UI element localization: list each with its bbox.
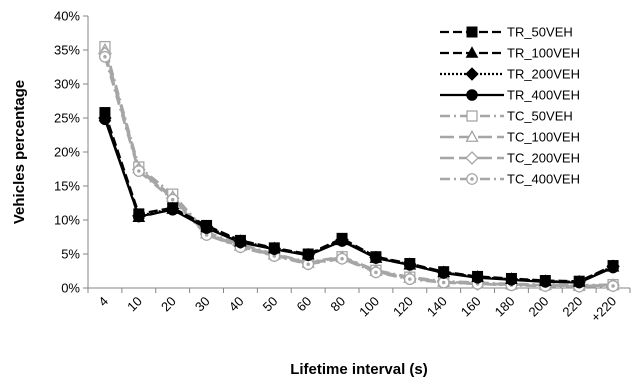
- x-axis-title: Lifetime interval (s): [290, 361, 428, 378]
- legend-item: TC_400VEH: [440, 172, 580, 187]
- marker-square: [466, 110, 478, 122]
- x-ticks: 4 10 20 30 40 50 60 80 100 120 140 160 180 200 220 +220: [87, 288, 631, 325]
- marker-circle: [268, 243, 281, 255]
- legend-label: TR_200VEH: [507, 67, 580, 82]
- y-axis-title: Vehicles percentage: [11, 80, 28, 224]
- legend-item: TR_50VEH: [440, 25, 573, 40]
- marker-diamond: [465, 67, 479, 81]
- legend-item: TR_200VEH: [440, 67, 580, 82]
- marker-circle-dot: [306, 262, 310, 266]
- marker-circle-dot: [137, 169, 141, 173]
- legend-label: TC_50VEH: [507, 109, 573, 124]
- y-tick-label: 20%: [54, 145, 80, 160]
- marker-circle: [573, 276, 585, 289]
- legend-label: TC_100VEH: [507, 130, 580, 145]
- legend-item: TR_400VEH: [440, 88, 580, 103]
- marker-circle: [336, 235, 348, 247]
- marker-triangle: [465, 129, 479, 142]
- x-tick-label: 220: [559, 294, 585, 320]
- marker-circle-dot: [103, 55, 107, 59]
- marker-square: [466, 26, 478, 38]
- legend-label: TC_400VEH: [507, 172, 580, 187]
- x-tick-label: 160: [458, 294, 484, 320]
- legend-label: TR_100VEH: [507, 46, 580, 61]
- legend: TR_50VEH TR_100VEH TR_200VEH TR_400VEH TC_50…: [440, 25, 580, 187]
- x-tick-label: 60: [293, 294, 314, 315]
- series-lines: [103, 46, 614, 288]
- y-ticks: 0% 5% 10% 15% 20% 25% 30% 35% 40%: [54, 9, 88, 296]
- x-tick-label: 200: [525, 294, 551, 320]
- marker-circle-dot: [204, 233, 209, 237]
- x-tick-label: 30: [192, 294, 213, 315]
- marker-circle-dot: [470, 177, 474, 181]
- legend-item: TR_100VEH: [440, 46, 580, 61]
- x-tick-label: 140: [424, 294, 450, 320]
- marker-circle: [133, 210, 145, 223]
- y-tick-label: 0%: [61, 281, 80, 296]
- marker-triangle: [465, 46, 479, 58]
- x-tick-label: 4: [95, 294, 111, 310]
- marker-circle: [466, 89, 478, 101]
- marker-circle-dot: [408, 277, 412, 281]
- marker-circle-dot: [374, 270, 378, 275]
- marker-circle: [404, 259, 416, 271]
- marker-circle: [539, 276, 552, 288]
- marker-circle: [471, 272, 484, 284]
- marker-circle-dot: [170, 197, 175, 202]
- series-markers: [98, 40, 620, 293]
- y-tick-label: 5%: [61, 247, 80, 262]
- x-tick-label: 10: [124, 294, 145, 315]
- legend-item: TC_200VEH: [440, 151, 580, 166]
- x-tick-label: +220: [588, 294, 619, 325]
- y-tick-label: 15%: [54, 179, 80, 194]
- marker-circle-dot: [340, 257, 344, 261]
- x-tick-label: 180: [492, 294, 518, 320]
- series-line-tr-400veh: [103, 118, 614, 284]
- y-tick-label: 10%: [54, 213, 80, 228]
- series-markers-tc-200veh: [98, 46, 620, 293]
- marker-circle-dot: [272, 254, 277, 258]
- x-tick-label: 120: [390, 294, 416, 320]
- marker-diamond: [465, 151, 479, 165]
- marker-circle: [166, 204, 179, 216]
- y-tick-label: 30%: [54, 77, 80, 92]
- marker-circle-dot: [441, 280, 446, 285]
- legend-label: TR_50VEH: [507, 25, 573, 40]
- legend-label: TR_400VEH: [507, 88, 580, 103]
- marker-circle: [607, 261, 619, 274]
- marker-circle: [99, 113, 111, 126]
- y-tick-label: 25%: [54, 111, 80, 126]
- marker-circle: [437, 267, 450, 279]
- legend-item: TC_100VEH: [440, 130, 580, 145]
- marker-circle: [234, 236, 247, 249]
- series-line-tc-100veh: [103, 49, 614, 288]
- x-tick-label: 50: [260, 294, 281, 315]
- marker-circle: [200, 222, 213, 234]
- marker-circle: [505, 274, 518, 286]
- marker-circle-dot: [611, 284, 615, 288]
- legend-label: TC_200VEH: [507, 151, 580, 166]
- x-tick-label: 20: [158, 294, 179, 315]
- x-tick-label: 80: [327, 294, 348, 315]
- x-tick-label: 100: [356, 294, 382, 320]
- x-tick-label: 40: [226, 294, 247, 315]
- marker-circle: [370, 252, 382, 264]
- y-tick-label: 40%: [54, 9, 80, 24]
- legend-item: TC_50VEH: [440, 109, 573, 124]
- series-markers-tr-400veh: [99, 113, 619, 289]
- y-tick-label: 35%: [54, 43, 80, 58]
- marker-circle: [302, 249, 314, 262]
